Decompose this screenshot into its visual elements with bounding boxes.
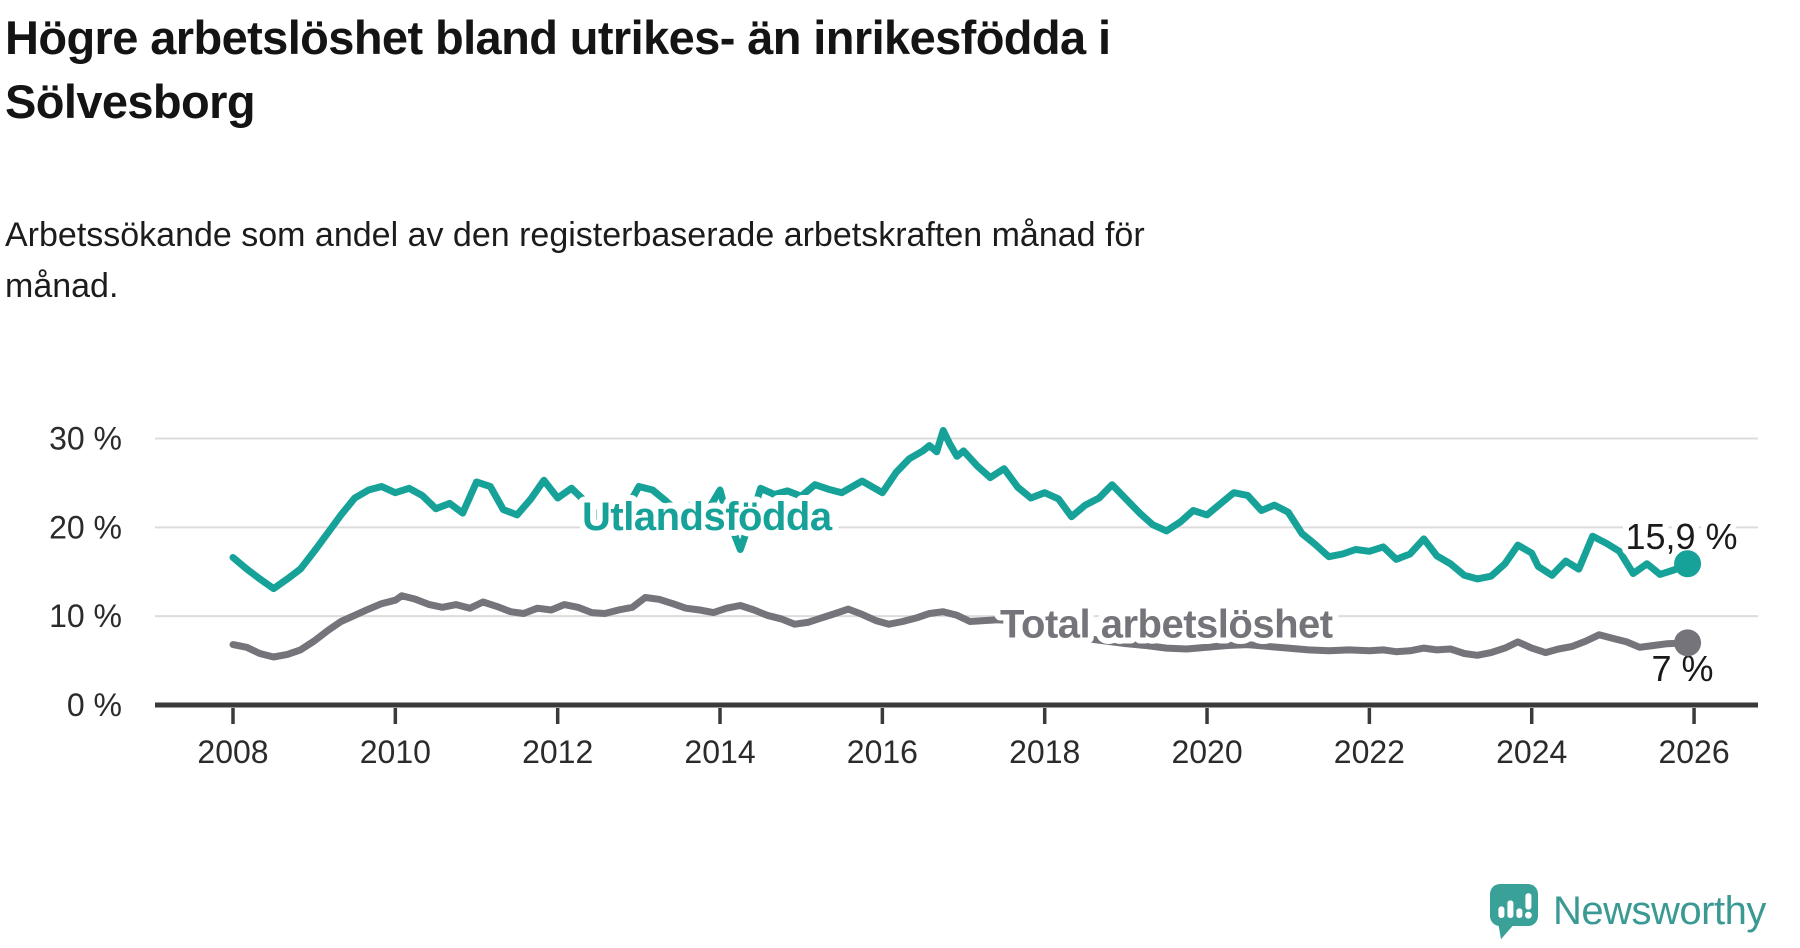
x-tick-label-2008: 2008 bbox=[197, 734, 268, 770]
y-tick-label-0: 0 % bbox=[67, 687, 122, 723]
newsworthy-speech-bubble-chart-icon bbox=[1490, 884, 1538, 940]
series-label-utlandsfodda: Utlandsfödda bbox=[582, 495, 833, 539]
x-tick-label-2016: 2016 bbox=[847, 734, 918, 770]
x-tick-label-2022: 2022 bbox=[1334, 734, 1405, 770]
newsworthy-logo: Newsworthy bbox=[1488, 882, 1766, 940]
end-point-marker-utlandsfodda bbox=[1674, 550, 1702, 578]
series-line-utlandsfodda bbox=[229, 427, 1692, 593]
x-tick-label-2018: 2018 bbox=[1009, 734, 1080, 770]
x-tick-label-2020: 2020 bbox=[1171, 734, 1242, 770]
end-value-label-total: 7 % bbox=[1652, 648, 1714, 689]
chart-title: Högre arbetslöshet bland utrikes- än inr… bbox=[5, 11, 1111, 128]
x-tick-label-2010: 2010 bbox=[360, 734, 431, 770]
x-tick-label-2026: 2026 bbox=[1658, 734, 1729, 770]
y-tick-label-20: 20 % bbox=[49, 509, 122, 545]
chart-subtitle: Arbetssökande som andel av den registerb… bbox=[5, 216, 1145, 305]
x-tick-label-2024: 2024 bbox=[1496, 734, 1567, 770]
x-tick-label-2014: 2014 bbox=[684, 734, 755, 770]
end-value-label-utlandsfodda: 15,9 % bbox=[1625, 516, 1737, 557]
end-point-marker-total bbox=[1674, 629, 1702, 657]
series-label-total: Total arbetslöshet bbox=[1000, 602, 1333, 646]
y-tick-label-10: 10 % bbox=[49, 598, 122, 634]
series-line-total bbox=[229, 592, 1692, 661]
brand-name: Newsworthy bbox=[1553, 888, 1766, 933]
x-tick-label-2012: 2012 bbox=[522, 734, 593, 770]
y-tick-label-30: 30 % bbox=[49, 421, 122, 457]
